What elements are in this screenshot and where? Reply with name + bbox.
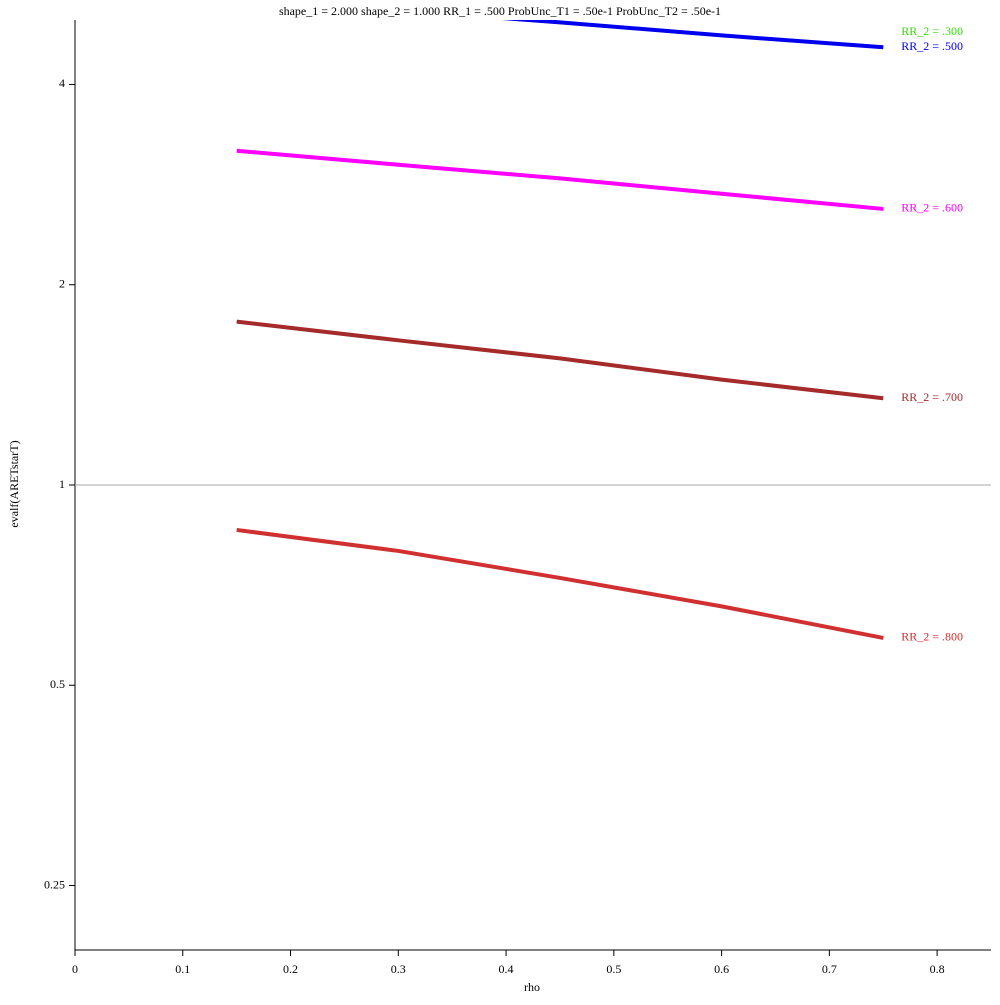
x-tick-label: 0.4	[499, 962, 514, 976]
series-line	[236, 527, 884, 640]
series-line	[236, 319, 884, 401]
x-tick-label: 0.2	[283, 962, 298, 976]
series-label: RR_2 = .600	[901, 201, 963, 215]
series-line	[236, 148, 884, 211]
series-label: RR_2 = .300	[901, 24, 963, 38]
x-tick-label: 0.6	[714, 962, 729, 976]
x-tick-label: 0.7	[822, 962, 837, 976]
x-tick-label: 0.1	[175, 962, 190, 976]
y-tick-label: 0.25	[44, 877, 65, 891]
x-tick-label: 0	[72, 962, 78, 976]
series-label: RR_2 = .800	[901, 630, 963, 644]
x-tick-label: 0.5	[606, 962, 621, 976]
y-axis-label: evalf(ARETstarT)	[7, 440, 21, 527]
x-tick-label: 0.8	[930, 962, 945, 976]
y-tick-label: 4	[59, 76, 65, 90]
y-tick-label: 0.5	[50, 677, 65, 691]
x-tick-label: 0.3	[391, 962, 406, 976]
series-line	[501, 20, 884, 50]
chart-title: shape_1 = 2.000 shape_2 = 1.000 RR_1 = .…	[279, 4, 721, 18]
series-label: RR_2 = .500	[901, 39, 963, 53]
y-tick-label: 1	[59, 477, 65, 491]
y-tick-label: 2	[59, 276, 65, 290]
x-axis-label: rho	[524, 980, 540, 994]
series-label: RR_2 = .700	[901, 390, 963, 404]
